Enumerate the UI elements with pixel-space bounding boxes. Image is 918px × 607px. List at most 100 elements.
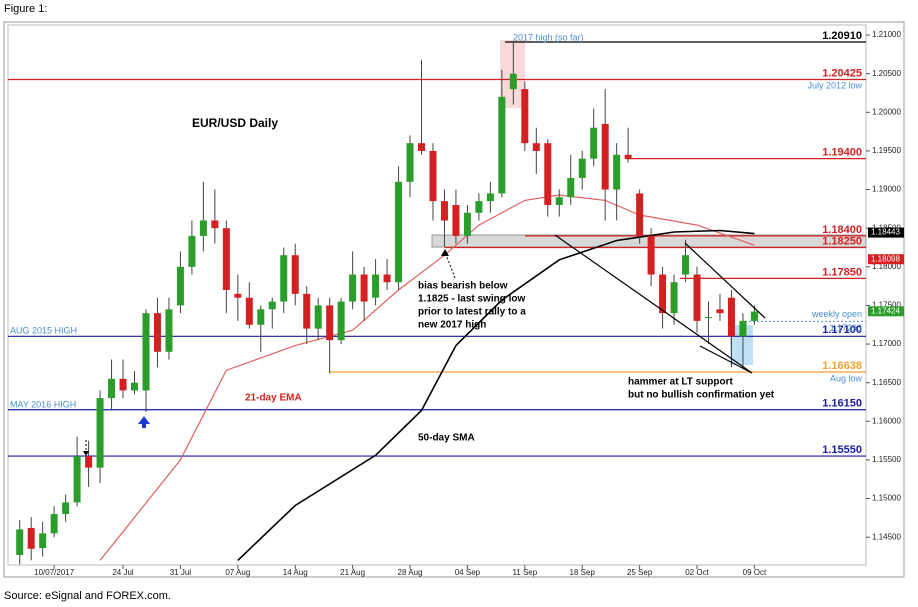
candle-body [682,255,690,275]
candle-body [165,309,173,352]
level-note: July 2012 low [807,80,862,90]
x-tick-label: 31 Jul [170,568,192,577]
candle-body [440,201,448,221]
candle-body [498,96,506,194]
candle-body [142,313,150,391]
candle-body [750,311,758,321]
candle-body [429,150,437,202]
candle-body [475,201,483,213]
candle-body [326,305,334,341]
candle-body [85,456,93,468]
level-label: 1.19400 [822,147,862,159]
candle-body [108,378,116,399]
frame [3,21,905,578]
level-label: 1.18250 [822,235,862,247]
y-tick-label: 1.20000 [872,107,901,116]
price-marker [868,254,904,265]
hammer-note: hammer at LT support [628,377,733,388]
candle-body [337,301,345,341]
weekly-open-label: 1.17293 [829,323,862,333]
candle-body [727,297,735,337]
x-tick-label: 21 Aug [340,568,365,577]
candle-body [291,255,299,294]
candle-body [16,529,24,555]
arrow-head [441,249,449,256]
candle-body [704,317,712,319]
candle-body [50,514,58,534]
candle-body [96,398,104,468]
candle-body [234,293,242,298]
candle-body [119,378,127,391]
candle-body [372,274,380,298]
candle-body [349,274,357,302]
y-tick-label: 1.18000 [872,262,901,271]
candle-body [383,274,391,283]
figure-label: Figure 1: [4,3,47,15]
candle-body [199,220,207,236]
candle-body [521,89,529,144]
trend-line [554,234,753,374]
candle-body [153,313,161,352]
level-label: 1.16638 [822,360,862,372]
candle-body [406,143,414,182]
y-tick-label: 1.16500 [872,378,901,387]
candle-body [590,127,598,159]
candle-body [39,533,47,549]
candle-body [601,123,609,190]
x-tick-label: 07 Aug [225,568,250,577]
level-label: 1.20910 [822,30,862,42]
candle-body [62,502,70,515]
candle-body [222,228,230,290]
weekly-open-name: weekly open [811,309,862,319]
x-tick-label: 28 Aug [398,568,423,577]
sma-label: 50-day SMA [418,433,475,444]
candle-body [693,274,701,321]
level-note: 2017 high (so far) [513,32,584,42]
ema-line [99,194,755,561]
candle-body [418,143,426,151]
candle-body [463,212,471,236]
level-label: 1.15550 [822,444,862,456]
y-tick-label: 1.20500 [872,69,901,78]
candle-body [314,305,322,329]
x-tick-label: 18 Sep [570,568,596,577]
x-tick-label: 25 Sep [627,568,653,577]
candle-body [578,158,586,178]
candle-body [303,293,311,329]
candle-body [555,197,563,205]
price-marker [868,227,904,238]
level-note: AUG 2015 HIGH [10,325,77,335]
candle-body [257,309,265,325]
y-tick-label: 1.21000 [872,30,901,39]
candle-body [739,320,747,337]
candle-body [532,143,540,151]
candle-body [131,382,139,391]
price-marker [868,306,904,317]
y-tick-label: 1.17500 [872,301,901,310]
y-tick-label: 1.16000 [872,416,901,425]
candle-body [452,205,460,236]
candle-body [27,527,35,549]
plot-area [7,24,867,566]
candle-body [509,73,517,90]
level-label: 1.17850 [822,266,862,278]
arrow-head [83,451,89,456]
candle-body [544,143,552,205]
candle-body [613,154,621,190]
x-tick-label: 10/07/2017 [34,568,75,577]
candle-body [647,235,655,275]
x-tick-label: 02 Oct [685,568,709,577]
level-note: Aug low [830,373,863,383]
y-tick-label: 1.15000 [872,494,901,503]
candle-body [245,297,253,325]
candle-body [360,274,368,302]
bias-note: bias bearish below [418,281,508,292]
sma-line [237,229,755,561]
x-tick-label: 09 Oct [743,568,767,577]
level-note: MAY 2016 HIGH [10,399,76,409]
candle-body [624,154,632,159]
candle-body [73,456,81,503]
